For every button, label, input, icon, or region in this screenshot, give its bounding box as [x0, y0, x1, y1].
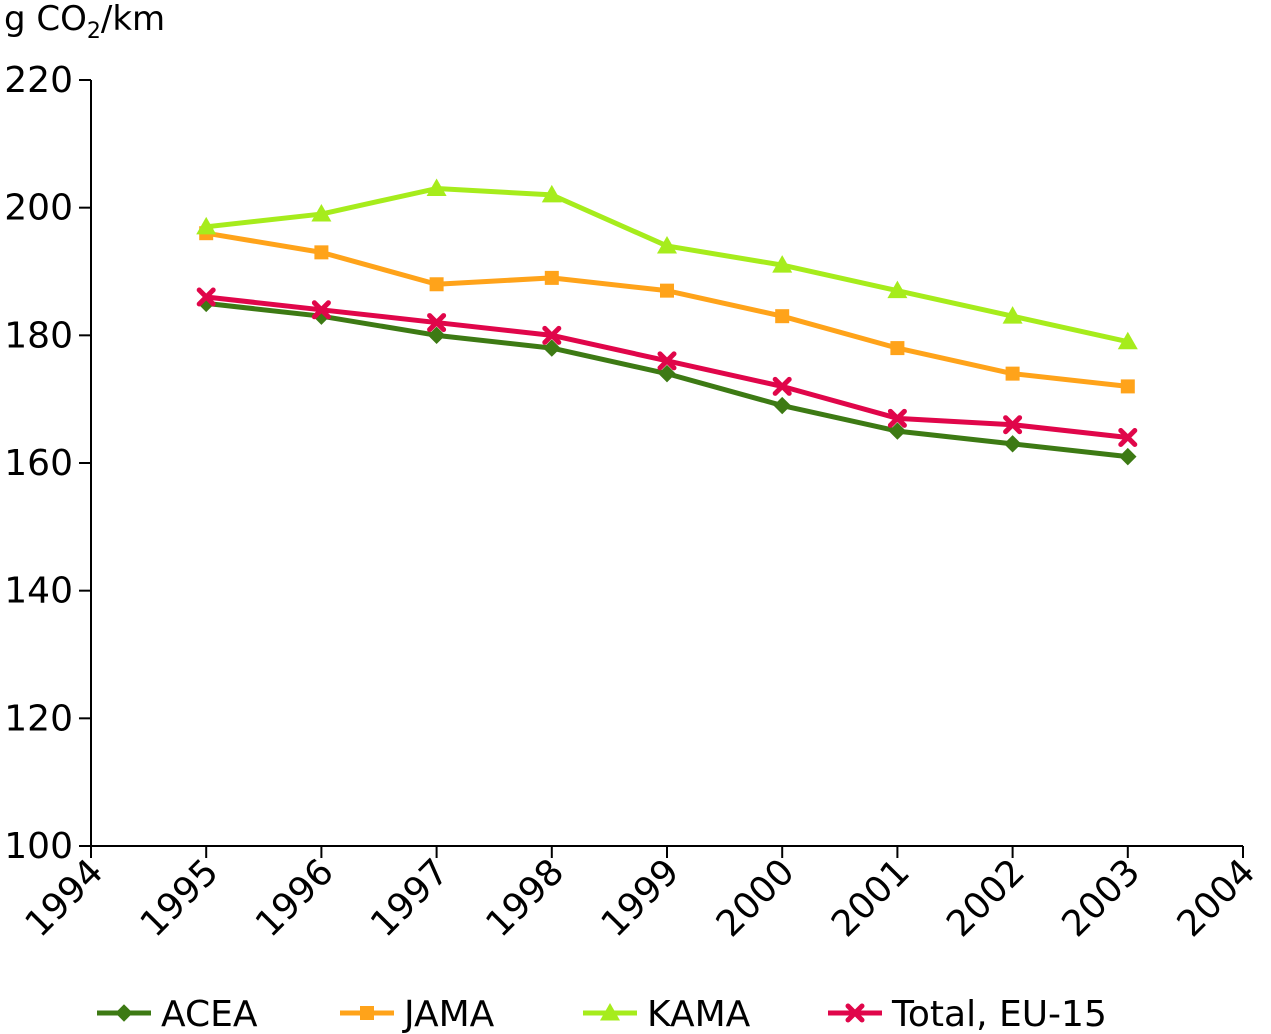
cross-stroke: [1118, 427, 1138, 447]
cross-stroke: [542, 325, 562, 345]
legend-swatch-marker: [115, 1004, 133, 1022]
data-point-kama: [1117, 331, 1138, 350]
y-tick-label: 100: [4, 826, 73, 867]
legend: ACEA JAMA KAMA Total, EU-15: [97, 994, 1107, 1034]
legend-label: Total, EU-15: [891, 994, 1107, 1034]
data-point-total-eu-15: [196, 287, 216, 307]
y-tick-label: 200: [4, 188, 73, 229]
cross-stroke: [772, 376, 792, 396]
legend-label: KAMA: [647, 994, 751, 1034]
data-point-acea: [427, 326, 446, 345]
data-point-total-eu-15: [657, 351, 677, 371]
x-tick-label: 1998: [478, 851, 572, 945]
data-point-jama: [314, 245, 329, 260]
data-point-jama: [775, 309, 790, 324]
series-acea: [197, 294, 1137, 466]
data-point-kama: [426, 178, 447, 197]
legend-swatch-marker: [600, 1003, 620, 1021]
cross-stroke: [845, 1003, 865, 1023]
data-point-kama: [887, 280, 908, 299]
x-tick-label: 1995: [133, 851, 227, 945]
data-point-acea: [1003, 435, 1022, 453]
data-point-total-eu-15: [772, 376, 792, 396]
x-tick-label: 2003: [1054, 851, 1148, 945]
data-point-kama: [311, 204, 332, 222]
data-point-kama: [772, 255, 793, 273]
y-tick-label: 160: [4, 443, 73, 484]
cross-stroke: [1003, 415, 1023, 435]
x-tick-label: 2004: [1170, 851, 1264, 945]
data-point-kama: [657, 235, 677, 254]
data-point-total-eu-15: [1003, 415, 1023, 435]
y-axis-unit-subscript: 2: [87, 19, 101, 44]
data-point-acea: [888, 422, 907, 440]
cross-stroke: [311, 300, 331, 320]
data-point-acea: [543, 339, 561, 357]
data-point-jama: [890, 341, 905, 356]
legend-label: ACEA: [161, 994, 258, 1034]
x-tick-label: 2001: [824, 851, 918, 945]
data-point-acea: [658, 364, 676, 383]
data-point-kama: [1002, 306, 1023, 324]
legend-item-acea: ACEA: [97, 994, 258, 1034]
data-point-total-eu-15: [427, 313, 447, 333]
legend-label: JAMA: [402, 994, 495, 1034]
y-tick-label: 220: [4, 60, 73, 101]
data-point-jama: [1005, 366, 1020, 381]
cross-stroke: [887, 408, 907, 428]
data-point-kama: [196, 216, 217, 235]
y-tick-label: 140: [4, 571, 73, 612]
x-tick-label: 1997: [363, 851, 457, 945]
y-axis-unit-prefix: g CO: [4, 0, 87, 39]
data-point-kama: [541, 184, 562, 203]
data-point-jama: [1120, 379, 1135, 394]
data-point-jama: [544, 270, 559, 285]
y-axis-unit-label: g CO2/km: [4, 0, 165, 44]
x-tick-label: 2000: [709, 851, 803, 945]
data-point-total-eu-15: [542, 325, 562, 345]
legend-swatch-marker: [845, 1003, 865, 1023]
cross-stroke: [196, 287, 216, 307]
legend-item-total-eu-15: Total, EU-15: [828, 994, 1107, 1034]
cross-stroke: [657, 351, 677, 371]
y-tick-label: 180: [4, 315, 73, 356]
x-tick-label: 1999: [594, 851, 688, 945]
legend-swatch-marker: [360, 1006, 374, 1020]
series-total-eu-15: [196, 287, 1138, 447]
data-point-acea: [1119, 447, 1137, 466]
data-point-acea: [773, 396, 791, 415]
series-kama: [196, 178, 1138, 350]
x-tick-label: 1996: [248, 851, 342, 945]
y-axis-unit-suffix: /km: [101, 0, 165, 39]
data-point-total-eu-15: [311, 300, 331, 320]
data-point-jama: [660, 283, 674, 298]
data-point-total-eu-15: [887, 408, 907, 428]
x-tick-label: 2002: [939, 851, 1033, 945]
cross-stroke: [427, 313, 447, 333]
legend-item-kama: KAMA: [583, 994, 751, 1034]
data-point-jama: [429, 277, 444, 292]
legend-item-jama: JAMA: [340, 994, 495, 1034]
y-tick-label: 120: [4, 698, 73, 739]
data-point-total-eu-15: [1118, 427, 1138, 447]
